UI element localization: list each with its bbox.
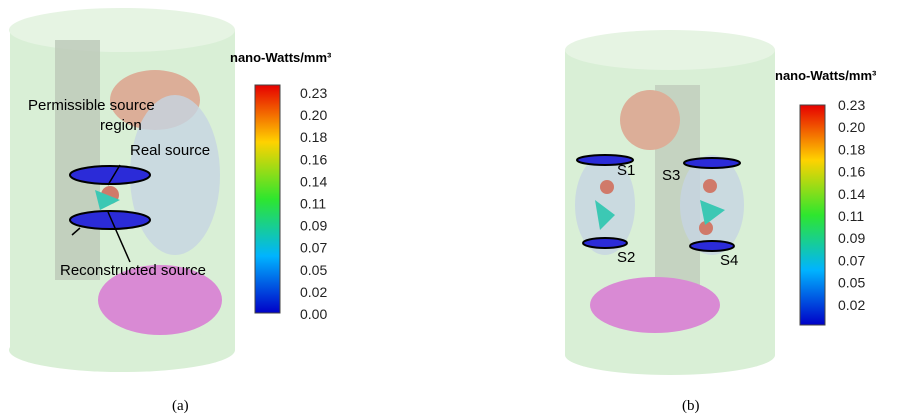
panel-a-render (9, 8, 235, 372)
colorbar-label: 0.02 (300, 284, 327, 300)
colorbar-label: 0.16 (300, 151, 327, 167)
colorbar-label: 0.09 (300, 218, 327, 234)
annotation: region (100, 117, 142, 134)
unit-label: nano-Watts/mm³ (230, 50, 332, 65)
colorbar-label: 0.18 (838, 141, 865, 157)
annotation: S2 (617, 249, 635, 266)
colorbar-label: 0.20 (300, 107, 327, 123)
colorbar-label: 0.20 (838, 119, 865, 135)
annotation: Reconstructed source (60, 262, 206, 279)
colorbar-label: 0.23 (300, 85, 327, 101)
annotation: S4 (720, 252, 738, 269)
colorbar-label: 0.18 (300, 129, 327, 145)
colorbar-label: 0.02 (838, 297, 865, 313)
colorbar-label: 0.09 (838, 230, 865, 246)
colorbar-label: 0.05 (838, 275, 865, 291)
colorbar-label: 0.23 (838, 97, 865, 113)
annotation: Real source (130, 142, 210, 159)
colorbar (255, 85, 280, 313)
colorbar (800, 105, 825, 325)
figure-canvas: nano-Watts/mm³ Permissible source region… (0, 0, 914, 417)
caption: (b) (682, 398, 700, 414)
figure: nano-Watts/mm³ Permissible source region… (0, 0, 914, 417)
colorbar-label: 0.00 (300, 306, 327, 322)
colorbar-label: 0.14 (300, 173, 327, 189)
colorbar-label: 0.16 (838, 164, 865, 180)
panel-b-render (565, 30, 775, 375)
annotation: S1 (617, 162, 635, 179)
unit-label: nano-Watts/mm³ (775, 68, 877, 83)
caption: (a) (172, 398, 189, 414)
colorbar-label: 0.07 (300, 240, 327, 256)
annotation: Permissible source (28, 97, 155, 114)
colorbar-label: 0.14 (838, 186, 865, 202)
colorbar-label: 0.07 (838, 252, 865, 268)
annotation: S3 (662, 167, 680, 184)
colorbar-label: 0.11 (300, 196, 326, 212)
colorbar-label: 0.05 (300, 262, 327, 278)
colorbar-label: 0.11 (838, 208, 864, 224)
